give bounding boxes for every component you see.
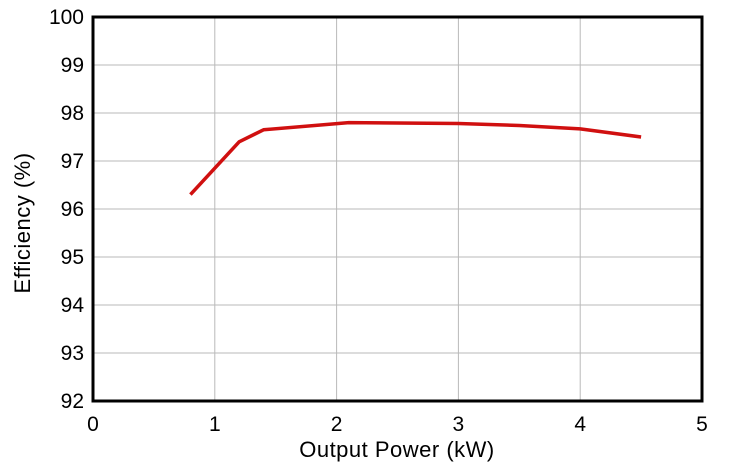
y-tick-label: 100 bbox=[49, 6, 84, 29]
y-tick-label: 92 bbox=[61, 390, 84, 413]
x-tick-label: 2 bbox=[331, 413, 343, 436]
efficiency-curve bbox=[189, 120, 642, 196]
y-tick-label: 94 bbox=[61, 294, 85, 317]
y-tick-label: 96 bbox=[61, 198, 84, 221]
y-tick-label: 93 bbox=[61, 342, 84, 365]
gridlines bbox=[93, 17, 702, 401]
x-tick-label: 0 bbox=[87, 413, 99, 436]
x-axis-title: Output Power (kW) bbox=[299, 437, 495, 462]
plot-border bbox=[91, 15, 704, 403]
x-tick-label: 3 bbox=[453, 413, 465, 436]
x-tick-labels: 0 1 2 3 4 5 bbox=[87, 413, 708, 436]
series-lines bbox=[189, 120, 642, 196]
x-tick-label: 1 bbox=[209, 413, 221, 436]
y-tick-labels: 92 93 94 95 96 97 98 99 100 bbox=[49, 6, 84, 413]
y-tick-label: 97 bbox=[61, 150, 84, 173]
x-tick-label: 4 bbox=[574, 413, 586, 436]
x-tick-label: 5 bbox=[696, 413, 708, 436]
y-tick-label: 99 bbox=[61, 54, 84, 77]
y-tick-label: 95 bbox=[61, 246, 84, 269]
y-axis-title: Efficiency (%) bbox=[10, 152, 35, 293]
y-tick-label: 98 bbox=[61, 102, 84, 125]
